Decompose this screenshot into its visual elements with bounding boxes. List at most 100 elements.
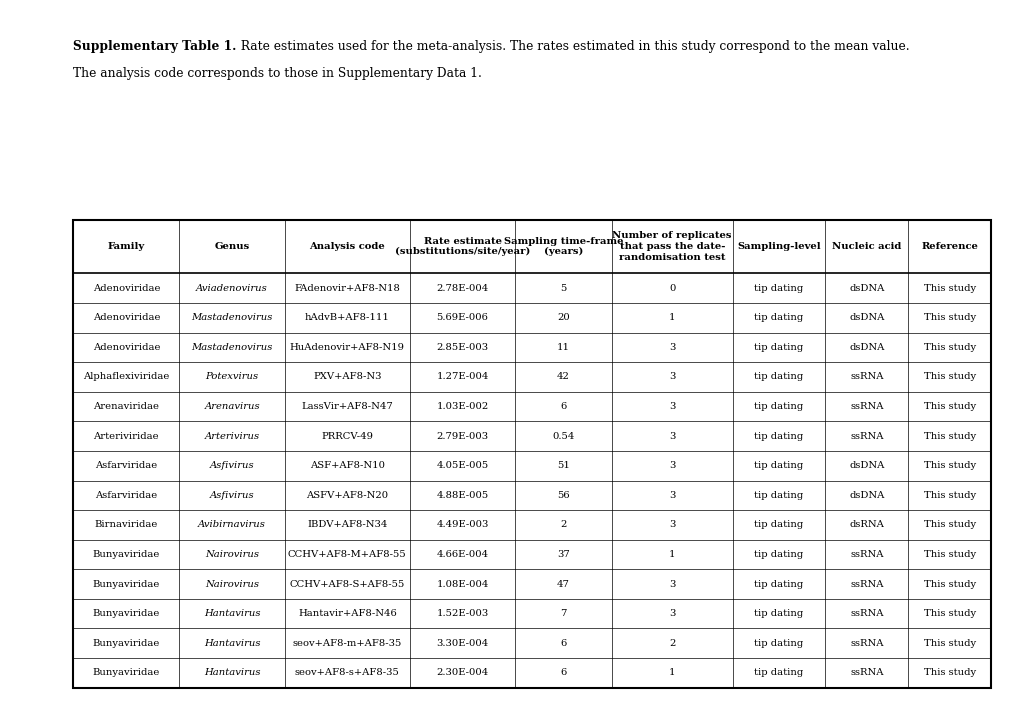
Text: CCHV+AF8-S+AF8-55: CCHV+AF8-S+AF8-55 <box>289 580 405 588</box>
Text: dsDNA: dsDNA <box>848 491 883 500</box>
Text: Genus: Genus <box>214 242 250 251</box>
Text: Hantavir+AF8-N46: Hantavir+AF8-N46 <box>298 609 396 618</box>
Text: 2.78E-004: 2.78E-004 <box>436 284 488 293</box>
Text: PXV+AF8-N3: PXV+AF8-N3 <box>313 372 381 382</box>
Text: Asfarviridae: Asfarviridae <box>95 462 157 470</box>
Text: tip dating: tip dating <box>754 402 803 411</box>
Text: Mastadenovirus: Mastadenovirus <box>192 343 272 352</box>
Text: 11: 11 <box>556 343 570 352</box>
Text: tip dating: tip dating <box>754 639 803 648</box>
Text: 3: 3 <box>668 431 675 441</box>
Text: 6: 6 <box>559 639 567 648</box>
Text: 1: 1 <box>668 550 675 559</box>
Text: 3: 3 <box>668 491 675 500</box>
Text: 3: 3 <box>668 343 675 352</box>
Text: Bunyaviridae: Bunyaviridae <box>93 668 160 678</box>
Text: FAdenovir+AF8-N18: FAdenovir+AF8-N18 <box>294 284 399 293</box>
Text: 6: 6 <box>559 668 567 678</box>
Text: 3: 3 <box>668 609 675 618</box>
Text: 1.52E-003: 1.52E-003 <box>436 609 488 618</box>
Text: Rate estimates used for the meta-analysis. The rates estimated in this study cor: Rate estimates used for the meta-analysi… <box>236 40 909 53</box>
Text: The analysis code corresponds to those in Supplementary Data 1.: The analysis code corresponds to those i… <box>73 67 482 80</box>
Text: Bunyaviridae: Bunyaviridae <box>93 609 160 618</box>
Text: tip dating: tip dating <box>754 491 803 500</box>
Text: Birnaviridae: Birnaviridae <box>95 521 158 529</box>
Text: Number of replicates
that pass the date-
randomisation test: Number of replicates that pass the date-… <box>611 231 732 262</box>
Text: Nairovirus: Nairovirus <box>205 550 259 559</box>
Text: Hantavirus: Hantavirus <box>204 609 260 618</box>
Text: Hantavirus: Hantavirus <box>204 639 260 648</box>
Text: 47: 47 <box>556 580 570 588</box>
Text: Adenoviridae: Adenoviridae <box>93 313 160 323</box>
Text: Bunyaviridae: Bunyaviridae <box>93 639 160 648</box>
Text: ssRNA: ssRNA <box>849 639 882 648</box>
Text: dsDNA: dsDNA <box>848 313 883 323</box>
Text: 6: 6 <box>559 402 567 411</box>
Text: Alphaflexiviridae: Alphaflexiviridae <box>84 372 169 382</box>
Text: 2: 2 <box>668 639 675 648</box>
Text: tip dating: tip dating <box>754 521 803 529</box>
Text: LassVir+AF8-N47: LassVir+AF8-N47 <box>302 402 392 411</box>
Text: 1: 1 <box>668 313 675 323</box>
Text: tip dating: tip dating <box>754 550 803 559</box>
Text: tip dating: tip dating <box>754 609 803 618</box>
Text: dsDNA: dsDNA <box>848 284 883 293</box>
Text: This study: This study <box>923 402 975 411</box>
Text: This study: This study <box>923 580 975 588</box>
Bar <box>73 220 990 688</box>
Text: 1.03E-002: 1.03E-002 <box>436 402 488 411</box>
Text: This study: This study <box>923 343 975 352</box>
Text: HuAdenovir+AF8-N19: HuAdenovir+AF8-N19 <box>289 343 405 352</box>
Text: 3: 3 <box>668 580 675 588</box>
Text: tip dating: tip dating <box>754 372 803 382</box>
Text: 7: 7 <box>559 609 567 618</box>
Text: tip dating: tip dating <box>754 462 803 470</box>
Text: This study: This study <box>923 609 975 618</box>
Text: 5: 5 <box>559 284 567 293</box>
Text: Analysis code: Analysis code <box>309 242 385 251</box>
Text: Mastadenovirus: Mastadenovirus <box>192 313 272 323</box>
Text: ssRNA: ssRNA <box>849 372 882 382</box>
Text: 42: 42 <box>556 372 570 382</box>
Text: Adenoviridae: Adenoviridae <box>93 284 160 293</box>
Text: Aviadenovirus: Aviadenovirus <box>196 284 268 293</box>
Text: ssRNA: ssRNA <box>849 431 882 441</box>
Text: Arteriviridae: Arteriviridae <box>94 431 159 441</box>
Text: Hantavirus: Hantavirus <box>204 668 260 678</box>
Text: This study: This study <box>923 521 975 529</box>
Text: 4.66E-004: 4.66E-004 <box>436 550 488 559</box>
Text: 1.27E-004: 1.27E-004 <box>436 372 488 382</box>
Text: ssRNA: ssRNA <box>849 402 882 411</box>
Text: ASF+AF8-N10: ASF+AF8-N10 <box>310 462 384 470</box>
Text: 20: 20 <box>556 313 570 323</box>
Text: ssRNA: ssRNA <box>849 550 882 559</box>
Text: This study: This study <box>923 462 975 470</box>
Text: This study: This study <box>923 431 975 441</box>
Text: dsDNA: dsDNA <box>848 343 883 352</box>
Text: 4.05E-005: 4.05E-005 <box>436 462 488 470</box>
Text: tip dating: tip dating <box>754 284 803 293</box>
Text: 3: 3 <box>668 372 675 382</box>
Text: tip dating: tip dating <box>754 313 803 323</box>
Text: 5.69E-006: 5.69E-006 <box>436 313 488 323</box>
Text: 4.88E-005: 4.88E-005 <box>436 491 488 500</box>
Text: 3: 3 <box>668 462 675 470</box>
Text: seov+AF8-m+AF8-35: seov+AF8-m+AF8-35 <box>292 639 401 648</box>
Text: 3.30E-004: 3.30E-004 <box>436 639 488 648</box>
Text: tip dating: tip dating <box>754 431 803 441</box>
Text: CCHV+AF8-M+AF8-55: CCHV+AF8-M+AF8-55 <box>287 550 407 559</box>
Text: This study: This study <box>923 491 975 500</box>
Text: Bunyaviridae: Bunyaviridae <box>93 550 160 559</box>
Text: 0.54: 0.54 <box>552 431 575 441</box>
Text: Sampling-level: Sampling-level <box>737 242 820 251</box>
Text: This study: This study <box>923 372 975 382</box>
Text: hAdvB+AF8-111: hAdvB+AF8-111 <box>305 313 389 323</box>
Text: PRRCV-49: PRRCV-49 <box>321 431 373 441</box>
Text: Asfarviridae: Asfarviridae <box>95 491 157 500</box>
Text: Avibirnavirus: Avibirnavirus <box>198 521 266 529</box>
Text: Family: Family <box>108 242 145 251</box>
Text: 51: 51 <box>556 462 570 470</box>
Text: Adenoviridae: Adenoviridae <box>93 343 160 352</box>
Text: 0: 0 <box>668 284 675 293</box>
Text: 1.08E-004: 1.08E-004 <box>436 580 488 588</box>
